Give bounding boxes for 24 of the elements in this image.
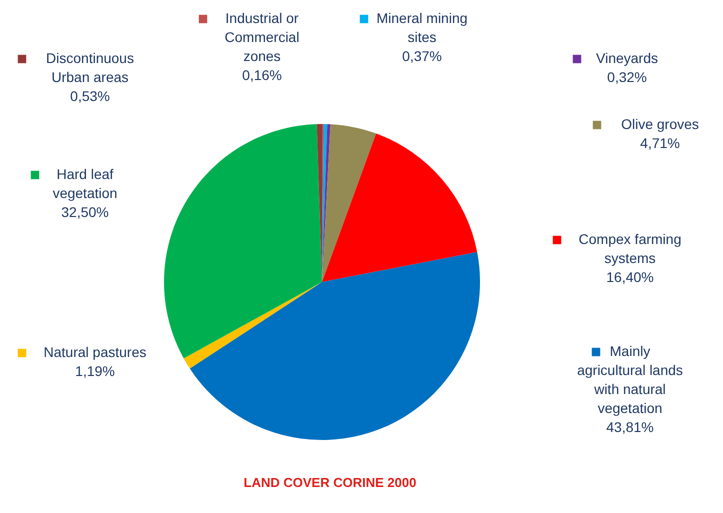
legend-label: Discontinuous Urban areas	[46, 50, 134, 85]
pie-slice	[184, 282, 322, 369]
data-label: 4,71%	[640, 135, 680, 151]
data-label: 0,37%	[402, 48, 442, 64]
pie-slice	[322, 124, 376, 282]
legend-label: Hard leaf vegetation	[52, 166, 118, 201]
data-label: 1,19%	[75, 363, 115, 379]
data-label: 0,32%	[607, 69, 647, 85]
pie-slice	[164, 124, 322, 358]
legend-label: Compex farming systems	[578, 231, 682, 266]
legend-label: Mineral mining sites	[376, 10, 468, 45]
data-label: 0,16%	[242, 67, 282, 83]
text: LAND COVER CORINE 2000	[244, 475, 416, 490]
data-label: 16,40%	[606, 269, 654, 285]
legend-label: Industrial or Commercial zones	[224, 10, 300, 64]
legend-label: Vineyards	[596, 50, 658, 66]
legend-label: Natural pastures	[44, 344, 146, 360]
data-label: 0,53%	[70, 88, 110, 104]
data-label: 32,50%	[61, 204, 109, 220]
pie-slice	[190, 252, 480, 440]
data-label: 43,81%	[606, 419, 654, 435]
pie-slice	[322, 134, 478, 282]
legend-label: Olive groves	[621, 116, 699, 132]
legend-label: Mainly agricultural lands with natural vegetation	[577, 343, 683, 416]
